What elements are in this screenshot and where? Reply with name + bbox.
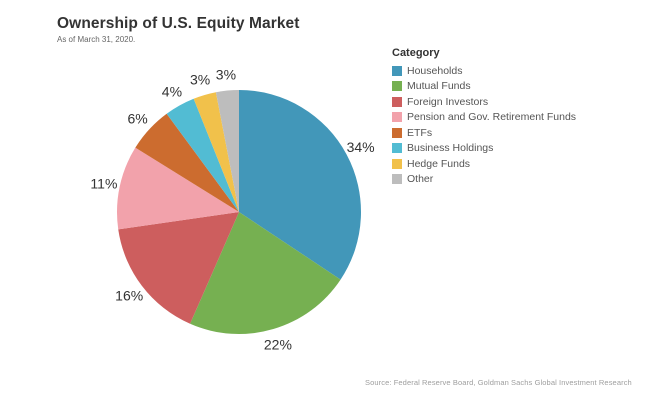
- legend-item-mutual-funds[interactable]: Mutual Funds: [392, 79, 632, 95]
- legend-swatch-hedge-funds: [392, 158, 402, 169]
- pie-label-pension-and-gov-retirement-funds: 11%: [90, 176, 117, 192]
- legend-label-etfs: ETFs: [407, 126, 433, 139]
- legend-label-households: Households: [407, 64, 463, 77]
- legend-title: Category: [392, 47, 440, 59]
- legend-swatch-other: [392, 174, 402, 185]
- legend-label-pension-and-gov-retirement-funds: Pension and Gov. Retirement Funds: [407, 111, 577, 124]
- pie-slice-other[interactable]: [215, 90, 239, 212]
- legend-item-business-holdings[interactable]: Business Holdings: [392, 141, 632, 157]
- legend-label-business-holdings: Business Holdings: [407, 142, 494, 155]
- legend-swatch-etfs: [392, 127, 402, 138]
- legend-label-other: Other: [407, 173, 434, 186]
- pie-slice-etfs[interactable]: [135, 113, 239, 212]
- legend-item-pension-and-gov-retirement-funds[interactable]: Pension and Gov. Retirement Funds: [392, 110, 632, 126]
- chart-title: Ownership of U.S. Equity Market: [57, 15, 300, 32]
- pie-slice-households[interactable]: [239, 90, 361, 280]
- legend-item-hedge-funds[interactable]: Hedge Funds: [392, 156, 632, 172]
- legend-item-foreign-investors[interactable]: Foreign Investors: [392, 94, 632, 110]
- legend-label-hedge-funds: Hedge Funds: [407, 157, 471, 170]
- pie-label-etfs: 6%: [127, 110, 147, 126]
- legend-item-households[interactable]: Households: [392, 63, 632, 79]
- legend-swatch-business-holdings: [392, 143, 402, 154]
- legend-item-etfs[interactable]: ETFs: [392, 125, 632, 141]
- pie-label-households: 34%: [347, 139, 375, 155]
- pie-label-business-holdings: 4%: [162, 83, 182, 99]
- legend-item-other[interactable]: Other: [392, 172, 632, 188]
- chart-subtitle: As of March 31, 2020.: [57, 35, 136, 44]
- pie-labels-group: 34% 22% 16% 11% 6% 4% 3% 3%: [90, 67, 374, 353]
- pie-slice-hedge-funds[interactable]: [193, 92, 239, 212]
- legend-label-foreign-investors: Foreign Investors: [407, 95, 489, 108]
- legend-label-mutual-funds: Mutual Funds: [407, 80, 471, 93]
- legend-swatch-mutual-funds: [392, 81, 402, 92]
- pie-slice-mutual-funds[interactable]: [190, 212, 341, 335]
- pie-slice-pension-and-gov-retirement-funds[interactable]: [116, 147, 239, 230]
- legend-items: Households Mutual Funds Foreign Investors P…: [392, 63, 632, 187]
- pie-slice-foreign-investors[interactable]: [118, 212, 239, 324]
- pie-label-hedge-funds: 3%: [190, 72, 210, 88]
- pie-label-mutual-funds: 22%: [264, 336, 292, 352]
- pie-slices-group: [116, 90, 361, 335]
- legend-swatch-households: [392, 65, 402, 76]
- pie-label-other: 3%: [216, 67, 236, 83]
- pie-slice-business-holdings[interactable]: [166, 98, 239, 212]
- legend-swatch-foreign-investors: [392, 96, 402, 107]
- pie-label-foreign-investors: 16%: [115, 288, 143, 304]
- legend: Category Households Mutual Funds Foreign I…: [392, 47, 632, 187]
- source-note: Source: Federal Reserve Board, Goldman S…: [365, 378, 632, 387]
- legend-swatch-pension-and-gov-retirement-funds: [392, 112, 402, 123]
